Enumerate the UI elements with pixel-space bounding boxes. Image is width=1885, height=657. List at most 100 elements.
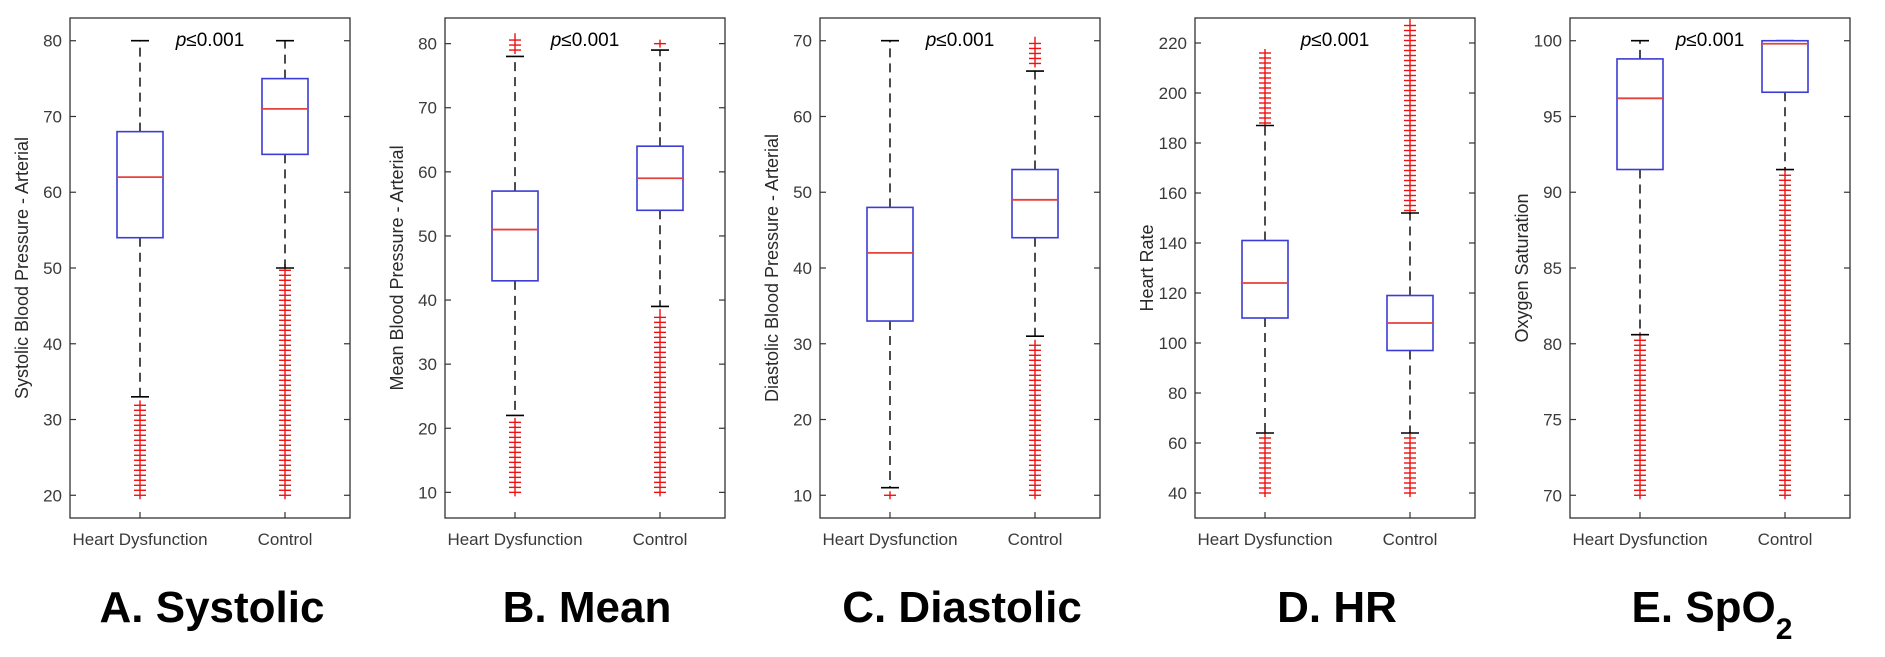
- y-tick-label: 20: [43, 486, 62, 505]
- y-tick-label: 80: [43, 32, 62, 51]
- y-tick-label: 220: [1159, 34, 1187, 53]
- y-tick-label: 70: [418, 99, 437, 118]
- outlier-markers: [509, 33, 521, 55]
- y-tick-label: 90: [1543, 183, 1562, 202]
- y-axis-label: Heart Rate: [1137, 224, 1157, 311]
- x-tick-label: Heart Dysfunction: [1572, 530, 1707, 549]
- box-control: [636, 39, 684, 497]
- outlier-markers: [1634, 332, 1646, 500]
- x-tick-label: Control: [258, 530, 313, 549]
- y-tick-label: 40: [1168, 484, 1187, 503]
- y-tick-label: 20: [418, 419, 437, 438]
- y-tick-label: 10: [418, 483, 437, 502]
- p-value-annotation: p≤0.001: [1675, 30, 1745, 51]
- plot-frame: [819, 17, 1101, 519]
- plot-frame: [1194, 17, 1476, 519]
- iqr-box: [116, 130, 164, 239]
- y-tick-label: 160: [1159, 184, 1187, 203]
- panel-caption: C. Diastolic: [842, 583, 1082, 632]
- y-tick-label: 30: [43, 411, 62, 430]
- outlier-markers: [1259, 431, 1271, 497]
- outlier-markers: [1779, 167, 1791, 500]
- y-tick-label: 60: [793, 107, 812, 126]
- box-control: [1011, 36, 1059, 500]
- y-tick-label: 50: [793, 183, 812, 202]
- box-heart-dysfunction: [116, 39, 164, 500]
- p-value-annotation: p≤0.001: [550, 30, 620, 51]
- y-tick-label: 50: [418, 227, 437, 246]
- outlier-markers: [279, 264, 291, 500]
- y-axis-label: Diastolic Blood Pressure - Arterial: [762, 134, 782, 402]
- y-tick-label: 140: [1159, 234, 1187, 253]
- outlier-markers: [654, 308, 666, 497]
- p-value-annotation: p≤0.001: [1300, 30, 1370, 51]
- outlier-markers: [1404, 19, 1416, 215]
- y-axis-label: Systolic Blood Pressure - Arterial: [12, 137, 32, 399]
- box-heart-dysfunction: [1241, 49, 1289, 497]
- box-control: [1761, 39, 1809, 500]
- x-tick-label: Control: [1383, 530, 1438, 549]
- y-tick-label: 70: [793, 32, 812, 51]
- box-control: [261, 39, 309, 500]
- outlier-markers: [509, 417, 521, 497]
- y-tick-label: 60: [43, 183, 62, 202]
- x-tick-label: Control: [1758, 530, 1813, 549]
- plot-frame: [444, 17, 726, 519]
- iqr-box: [1011, 168, 1059, 239]
- chart-panel-2: 10 20 30 40 50 60 70 80 Mean Blood Pressure - Ar…: [387, 17, 726, 632]
- y-tick-label: 30: [418, 355, 437, 374]
- chart-panel-5: 70 75 80 85 90 95 100 Oxygen Saturation Heart Dy…: [1512, 17, 1851, 646]
- y-tick-label: 120: [1159, 284, 1187, 303]
- y-tick-label: 60: [1168, 434, 1187, 453]
- box-heart-dysfunction: [866, 39, 914, 500]
- x-tick-label: Heart Dysfunction: [72, 530, 207, 549]
- y-tick-label: 100: [1159, 334, 1187, 353]
- box-heart-dysfunction: [1616, 39, 1664, 500]
- chart-panel-4: 40 60 80 100 120 140 160 180 200 220 Heart Rate Hea…: [1137, 17, 1476, 632]
- y-tick-label: 200: [1159, 84, 1187, 103]
- y-tick-label: 70: [1543, 486, 1562, 505]
- panel-caption: E. SpO2: [1632, 583, 1793, 646]
- y-tick-label: 10: [793, 486, 812, 505]
- y-tick-label: 50: [43, 259, 62, 278]
- y-tick-label: 100: [1534, 32, 1562, 51]
- y-tick-label: 75: [1543, 411, 1562, 430]
- y-axis-label: Oxygen Saturation: [1512, 193, 1532, 342]
- outlier-markers: [1259, 49, 1271, 127]
- outlier-markers: [134, 400, 146, 500]
- y-tick-label: 40: [43, 335, 62, 354]
- y-tick-label: 80: [418, 35, 437, 54]
- outlier-markers: [1029, 339, 1041, 500]
- y-tick-label: 70: [43, 107, 62, 126]
- iqr-box: [1616, 58, 1664, 171]
- y-tick-label: 85: [1543, 259, 1562, 278]
- x-tick-label: Heart Dysfunction: [822, 530, 957, 549]
- x-tick-label: Control: [633, 530, 688, 549]
- y-tick-label: 95: [1543, 107, 1562, 126]
- y-tick-label: 180: [1159, 134, 1187, 153]
- chart-panel-3: 10 20 30 40 50 60 70 Diastolic Blood Pressure -…: [762, 17, 1101, 632]
- y-tick-label: 80: [1543, 335, 1562, 354]
- outlier-markers: [1029, 36, 1041, 68]
- x-tick-label: Control: [1008, 530, 1063, 549]
- iqr-box: [1241, 239, 1289, 319]
- panel-caption: A. Systolic: [100, 583, 325, 632]
- outlier-markers: [654, 39, 666, 48]
- x-tick-label: Heart Dysfunction: [447, 530, 582, 549]
- y-tick-label: 30: [793, 335, 812, 354]
- y-tick-label: 60: [418, 163, 437, 182]
- box-control: [1386, 19, 1434, 497]
- panel-caption: B. Mean: [503, 583, 672, 632]
- x-tick-label: Heart Dysfunction: [1197, 530, 1332, 549]
- outlier-markers: [884, 491, 896, 500]
- y-axis-label: Mean Blood Pressure - Arterial: [387, 145, 407, 390]
- chart-panel-1: 20 30 40 50 60 70 80 Systolic Blood Pressure - …: [12, 17, 351, 632]
- y-tick-label: 20: [793, 411, 812, 430]
- p-value-annotation: p≤0.001: [175, 30, 245, 51]
- iqr-box: [1761, 39, 1809, 94]
- y-tick-label: 40: [793, 259, 812, 278]
- box-heart-dysfunction: [491, 33, 539, 497]
- p-value-annotation: p≤0.001: [925, 30, 995, 51]
- iqr-box: [491, 190, 539, 282]
